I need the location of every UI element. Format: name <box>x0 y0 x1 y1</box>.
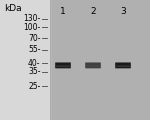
Text: 130-: 130- <box>23 14 40 23</box>
Bar <box>0 0 50 120</box>
Text: 40-: 40- <box>28 59 40 67</box>
Text: 35-: 35- <box>28 67 40 77</box>
FancyBboxPatch shape <box>85 63 101 68</box>
FancyBboxPatch shape <box>115 63 131 68</box>
Text: 1: 1 <box>60 7 66 16</box>
Text: 2: 2 <box>90 7 96 16</box>
Text: 55-: 55- <box>28 45 40 54</box>
FancyBboxPatch shape <box>116 65 130 67</box>
Text: 100-: 100- <box>23 23 40 31</box>
FancyBboxPatch shape <box>86 65 100 67</box>
Text: 3: 3 <box>120 7 126 16</box>
FancyBboxPatch shape <box>56 65 70 67</box>
Text: 70-: 70- <box>28 34 40 43</box>
Text: kDa: kDa <box>4 4 22 13</box>
Text: 25-: 25- <box>28 82 40 91</box>
FancyBboxPatch shape <box>55 63 71 68</box>
